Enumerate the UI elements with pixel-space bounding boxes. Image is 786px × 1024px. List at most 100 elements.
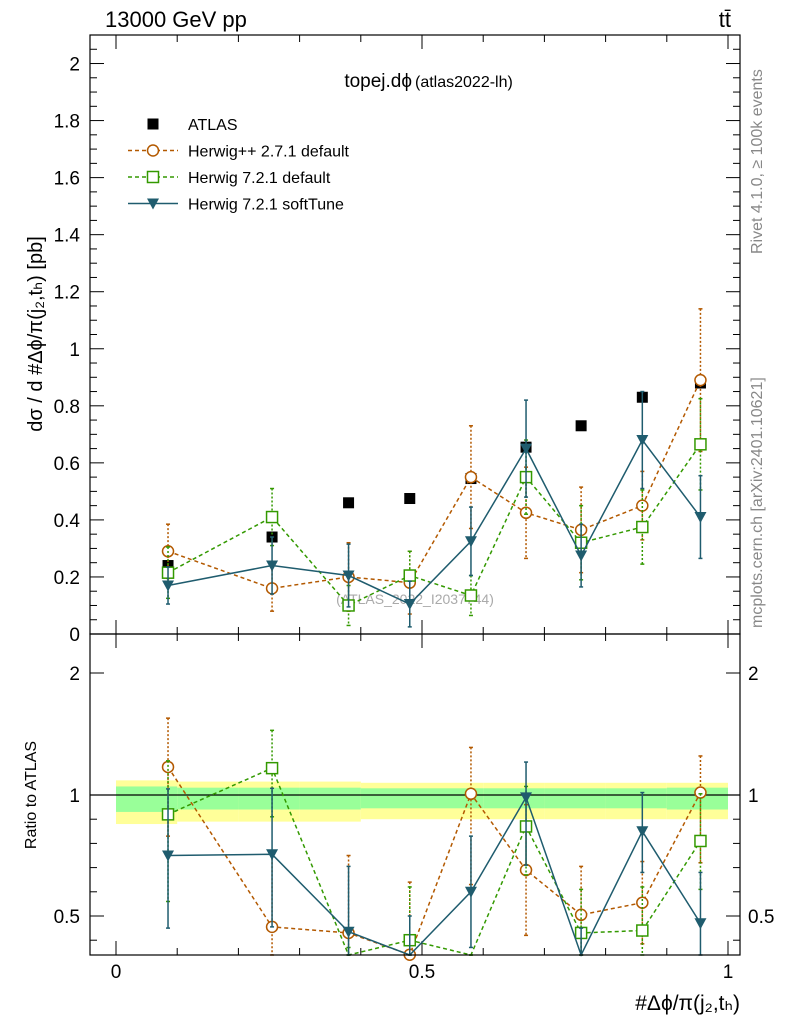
main-series-3-point-0: [162, 580, 175, 592]
ratio-y-tick-labels: 0.5 0.5 1 1 2 2: [54, 664, 775, 928]
main-y-tick-label: 0.6: [54, 454, 80, 475]
x-tick-label: 1: [723, 962, 734, 983]
ratio-y-axis-label: Ratio to ATLAS: [23, 741, 40, 849]
main-y-tick-label: 2: [69, 55, 80, 76]
legend-marker-1: [146, 144, 160, 157]
ratio-series-2-point-8: [694, 834, 707, 848]
ratio-series-3-point-2: [342, 926, 355, 938]
ratio-series-1: [161, 717, 707, 961]
ratio-y-tick-label-right: 1: [748, 786, 759, 807]
main-series-2-line: [167, 443, 702, 607]
ratio-uncertainty-band: [116, 780, 728, 825]
mcplots-label: mcplots.cern.ch [arXiv:2401.10621]: [749, 377, 766, 628]
ratio-series-1-point-8: [694, 786, 707, 799]
plot-subtitle: (atlas2022-lh): [415, 74, 513, 91]
ratio-series-3-point-5: [520, 792, 533, 804]
legend-marker-3: [147, 198, 159, 210]
main-axis-ticks: [90, 34, 740, 635]
main-y-tick-label: 1.8: [54, 112, 80, 133]
x-tick-label: 0.5: [409, 962, 435, 983]
main-series-3: [162, 390, 707, 628]
ratio-series-3-point-4: [464, 886, 477, 898]
main-y-axis-label: dσ / d #Δϕ/π(j₂,tₕ) [pb]: [25, 236, 47, 432]
x-tick-label: 0: [111, 962, 122, 983]
ratio-band-inner-0: [116, 786, 178, 812]
ratio-series-3-point-7: [636, 826, 649, 838]
legend-marker-2: [146, 170, 160, 184]
legend-label-2: Herwig 7.2.1 default: [188, 170, 331, 187]
x-axis-label: #Δϕ/π(j₂,tₕ): [635, 992, 740, 1015]
ratio-band-inner-1: [177, 787, 239, 810]
main-series-1-point-4: [464, 470, 478, 484]
main-series-1-line: [167, 379, 702, 590]
main-y-tick-label: 0: [69, 625, 80, 646]
ratio-frame: [89, 633, 741, 956]
ratio-band-inner-8: [605, 788, 667, 809]
main-series-0-point-6: [575, 420, 587, 432]
ratio-series-1-point-7: [636, 896, 649, 909]
main-series-2-point-3: [403, 569, 417, 582]
main-series-2-point-1: [265, 510, 279, 524]
main-y-tick-label: 0.2: [54, 568, 80, 589]
main-series-1-point-7: [636, 499, 649, 512]
main-y-tick-label: 0.4: [54, 511, 81, 532]
ratio-series-2-point-1: [265, 761, 279, 775]
ratio-band-inner-6: [483, 788, 545, 809]
main-series-0-point-2: [343, 497, 355, 509]
main-series-3-point-3: [403, 599, 416, 611]
ratio-panel: 0.5 0.51 12 2 Ratio to ATLAS 0 0.5 1 #Δϕ/π(j₂…: [23, 633, 775, 1015]
legend: ATLAS Herwig++ 2.7.1 default Herwig 7.2.1 …: [128, 117, 350, 214]
ratio-axis-ticks: [90, 634, 740, 955]
plot-title: topej.dϕ: [344, 71, 412, 92]
main-series-3-point-2: [342, 570, 355, 582]
main-y-tick-label: 1.4: [54, 226, 81, 247]
rivet-version-label: Rivet 4.1.0, ≥ 100k events: [749, 69, 766, 254]
energy-label: 13000 GeV pp: [105, 7, 247, 32]
main-series-3-point-6: [575, 550, 588, 562]
ratio-y-tick-label-left: 0.5: [54, 907, 80, 928]
ratio-y-tick-label-right: 2: [748, 664, 759, 685]
ratio-series-1-point-5: [519, 863, 533, 877]
main-y-tick-label: 1.2: [54, 283, 80, 304]
ratio-band-inner-2: [238, 787, 300, 810]
main-series-1: [161, 308, 707, 615]
main-y-tick-label: 1: [69, 340, 80, 361]
main-series-3-point-1: [266, 560, 279, 572]
ratio-y-tick-label-right: 0.5: [748, 907, 774, 928]
ratio-series-2: [161, 729, 707, 956]
main-panel: 00.20.40.60.811.21.41.61.82 (ATLAS_2022_…: [25, 34, 741, 646]
ratio-band-inner-4: [360, 788, 422, 809]
legend-label-1: Herwig++ 2.7.1 default: [188, 144, 350, 161]
ratio-band-inner-7: [544, 788, 606, 809]
main-series-2-point-7: [636, 520, 649, 534]
legend-marker-0: [147, 118, 159, 130]
ratio-y-tick-label-left: 2: [69, 664, 80, 685]
main-series-2: [161, 397, 707, 627]
ratio-y-tick-label-left: 1: [69, 786, 80, 807]
ratio-series-2-point-7: [636, 924, 649, 937]
ratio-series-1-point-4: [464, 787, 478, 801]
ratio-series-3-point-1: [266, 849, 279, 861]
ratio-series-3-point-0: [162, 850, 175, 862]
main-series-3-point-8: [694, 512, 707, 524]
main-series-2-point-8: [694, 438, 707, 451]
legend-label-3: Herwig 7.2.1 softTune: [188, 197, 344, 214]
ratio-series-layer: [161, 717, 707, 961]
main-series-1-point-8: [694, 373, 707, 387]
ratio-x-tick-labels: 0 0.5 1: [111, 962, 734, 983]
main-series-3-point-5: [520, 443, 533, 455]
ratio-series-3-point-8: [694, 918, 707, 930]
ratio-series-3: [162, 761, 707, 957]
main-series-3-point-4: [464, 536, 477, 548]
legend-label-0: ATLAS: [188, 117, 238, 134]
main-series-0-point-3: [404, 493, 416, 505]
main-series-2-point-4: [464, 589, 478, 602]
main-y-tick-labels: 0 0.2 0.4 0.6 0.8 1 1.2 1.4 1.6 1.8 2: [54, 55, 81, 646]
main-series-layer: [161, 308, 707, 628]
ratio-band-inner-3: [299, 787, 361, 810]
main-y-tick-label: 1.6: [54, 169, 80, 190]
process-label: tt̄: [719, 7, 731, 32]
main-series-3-point-7: [636, 435, 649, 447]
main-y-tick-label: 0.8: [54, 397, 80, 418]
